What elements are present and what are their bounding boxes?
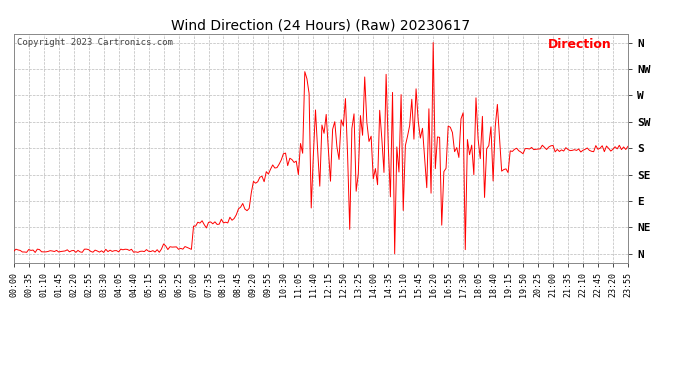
Title: Wind Direction (24 Hours) (Raw) 20230617: Wind Direction (24 Hours) (Raw) 20230617 — [171, 19, 471, 33]
Text: Direction: Direction — [548, 38, 612, 51]
Text: Copyright 2023 Cartronics.com: Copyright 2023 Cartronics.com — [17, 38, 172, 47]
